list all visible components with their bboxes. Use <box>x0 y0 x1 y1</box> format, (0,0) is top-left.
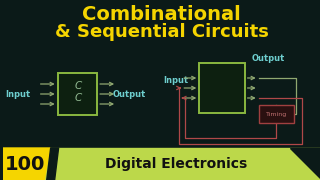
Polygon shape <box>290 148 320 180</box>
Text: Output: Output <box>252 53 285 62</box>
Text: Input: Input <box>5 89 30 98</box>
Polygon shape <box>1 148 51 180</box>
Text: Digital Electronics: Digital Electronics <box>105 157 248 171</box>
Text: Output: Output <box>112 89 146 98</box>
Text: 100: 100 <box>5 154 45 174</box>
Polygon shape <box>47 148 59 180</box>
Text: C: C <box>75 81 82 91</box>
Text: & Sequential Circuits: & Sequential Circuits <box>55 23 268 41</box>
Bar <box>58 73 97 115</box>
Text: Timing: Timing <box>266 111 287 116</box>
Bar <box>199 63 245 113</box>
Polygon shape <box>45 148 320 180</box>
Text: C: C <box>75 93 82 103</box>
Text: Input: Input <box>163 75 188 84</box>
Bar <box>259 105 294 123</box>
Text: Combinational: Combinational <box>82 5 241 24</box>
